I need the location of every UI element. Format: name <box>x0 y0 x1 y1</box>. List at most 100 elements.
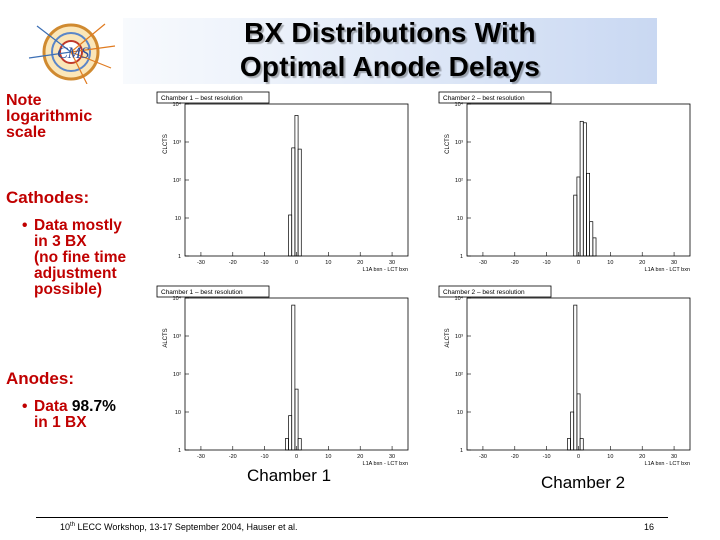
title-line-1: BX Distributions With <box>244 17 536 48</box>
histogram-chamber1-alct: Chamber 1 – best resolution ALCTS 1 10 10² 10… <box>156 285 409 465</box>
note-line: logarithmic <box>6 108 93 125</box>
note-line: Note <box>6 92 42 109</box>
bullet-line: in 1 BX <box>34 414 87 431</box>
histogram-bin <box>582 122 587 257</box>
y-axis-label: CLCTS <box>445 134 451 154</box>
y-tick-label: 10⁴ <box>173 295 182 302</box>
histogram-bin <box>291 147 296 257</box>
y-tick-label: 10² <box>173 372 181 378</box>
x-tick-label: -10 <box>543 454 551 460</box>
histogram-bin <box>288 415 293 451</box>
x-tick-label: 30 <box>389 260 395 266</box>
plot-chamber2-clct: Chamber 2 – best resolution CLCTS 1 10 10² 10… <box>437 91 697 271</box>
plot-title-box <box>156 285 270 298</box>
title-line-2: Optimal Anode Delays <box>239 51 541 82</box>
footer-sup: th <box>70 522 76 528</box>
plot-title: Chamber 1 – best resolution <box>161 95 243 102</box>
histogram-chamber2-clct: Chamber 2 – best resolution CLCTS 1 10 10² 10… <box>438 91 691 271</box>
x-axis-label: L1A bxn - LCT bxn <box>363 267 408 271</box>
x-tick-label: 10 <box>325 260 331 266</box>
x-tick-label: -20 <box>229 454 237 460</box>
log-scale-note: Note logarithmic scale <box>6 93 92 141</box>
plot-frame <box>184 297 409 451</box>
x-tick-label: 20 <box>639 454 645 460</box>
x-tick-label: 20 <box>357 260 363 266</box>
note-line: scale <box>6 124 47 141</box>
x-tick-label: 0 <box>295 260 298 266</box>
x-tick-label: -20 <box>229 260 237 266</box>
y-tick-label: 10² <box>455 178 463 184</box>
x-tick-label: 30 <box>389 454 395 460</box>
histogram-bin <box>586 172 590 257</box>
histogram-bin <box>579 438 584 451</box>
histogram-bin <box>573 304 578 451</box>
bullet-dot: • <box>22 217 28 234</box>
y-tick-label: 1 <box>178 448 181 454</box>
histogram-bin <box>294 388 299 451</box>
caption-chamber-1: Chamber 1 <box>247 466 332 485</box>
cms-logo: CMS <box>27 18 123 84</box>
plot-title-box <box>438 91 552 104</box>
histogram-bin <box>297 438 302 451</box>
cathodes-bullet: • Data mostly in 3 BX (no fine time adju… <box>22 217 127 298</box>
bullet-line: Data mostly <box>34 217 122 234</box>
svg-text:CMS: CMS <box>57 45 89 62</box>
plot-title-box <box>156 91 270 104</box>
y-tick-label: 10 <box>175 410 181 416</box>
x-tick-label: -20 <box>511 454 519 460</box>
plot-frame <box>184 103 409 257</box>
bullet-line: in 3 BX <box>34 233 87 250</box>
y-tick-label: 10² <box>455 372 463 378</box>
footer-rest: LECC Workshop, 13-17 September 2004, Hau… <box>75 522 298 532</box>
x-tick-label: 0 <box>577 454 580 460</box>
histogram-bin <box>285 438 289 451</box>
x-tick-label: 20 <box>639 260 645 266</box>
plot-title: Chamber 2 – best resolution <box>443 95 525 102</box>
y-tick-label: 10⁴ <box>455 101 464 108</box>
plot-chamber2-alct: Chamber 2 – best resolution ALCTS 1 10 10² 10… <box>437 285 697 465</box>
y-tick-label: 10³ <box>173 140 181 146</box>
x-tick-label: -30 <box>479 260 487 266</box>
histogram-chamber1-clct: Chamber 1 – best resolution CLCTS 1 10 10² 10… <box>156 91 409 271</box>
histogram-bin <box>573 194 578 257</box>
bullet-line: possible) <box>34 281 103 298</box>
histogram-bin <box>589 221 594 257</box>
bullet-text: Data <box>34 398 72 415</box>
x-tick-label: -30 <box>197 260 205 266</box>
histogram-chamber2-alct: Chamber 2 – best resolution ALCTS 1 10 10² 10… <box>438 285 691 465</box>
footer-prefix: 10 <box>60 522 71 532</box>
y-tick-label: 10⁴ <box>173 101 182 108</box>
plot-frame <box>466 103 691 257</box>
x-tick-label: 30 <box>671 454 677 460</box>
y-tick-label: 1 <box>460 448 463 454</box>
y-tick-label: 10⁴ <box>455 295 464 302</box>
x-tick-label: 10 <box>325 454 331 460</box>
plot-chamber1-alct: Chamber 1 – best resolution ALCTS 1 10 10² 10… <box>155 285 415 465</box>
plot-title-box <box>438 285 552 298</box>
y-axis-label: ALCTS <box>163 328 169 347</box>
y-tick-label: 1 <box>460 254 463 260</box>
bullet-line: adjustment <box>34 265 117 282</box>
x-tick-label: -10 <box>261 260 269 266</box>
y-axis-label: ALCTS <box>445 328 451 347</box>
histogram-bin <box>570 411 575 451</box>
bullet-line: (no fine time <box>34 249 127 266</box>
footer-divider <box>36 517 668 518</box>
anodes-heading: Anodes: <box>6 369 74 388</box>
x-axis-label: L1A bxn - LCT bxn <box>645 461 690 465</box>
x-tick-label: -10 <box>543 260 551 266</box>
y-tick-label: 10³ <box>455 140 463 146</box>
cathodes-heading: Cathodes: <box>6 188 90 207</box>
x-tick-label: -30 <box>479 454 487 460</box>
x-tick-label: -10 <box>261 454 269 460</box>
histogram-bin <box>291 304 296 451</box>
y-tick-label: 1 <box>178 254 181 260</box>
page-number: 16 <box>644 522 655 532</box>
x-tick-label: 20 <box>357 454 363 460</box>
y-tick-label: 10 <box>175 216 181 222</box>
efficiency-value: 98.7% <box>71 398 116 415</box>
plot-title: Chamber 1 – best resolution <box>161 289 243 296</box>
y-tick-label: 10 <box>457 216 463 222</box>
x-axis-label: L1A bxn - LCT bxn <box>645 267 690 271</box>
y-tick-label: 10² <box>173 178 181 184</box>
